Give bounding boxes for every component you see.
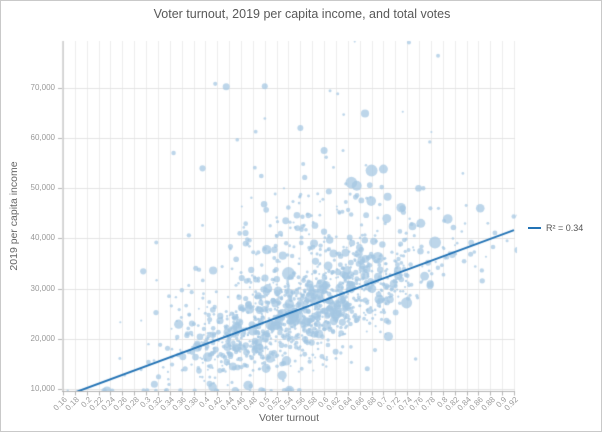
y-tick-label: 10,000 bbox=[30, 383, 55, 393]
chart-title: Voter turnout, 2019 per capita income, a… bbox=[153, 7, 451, 21]
y-tick-label: 30,000 bbox=[30, 283, 55, 293]
y-tick-label: 50,000 bbox=[30, 183, 55, 193]
x-axis-label: Voter turnout bbox=[258, 412, 320, 424]
y-tick-label: 70,000 bbox=[30, 82, 55, 92]
y-tick-label: 60,000 bbox=[30, 132, 55, 142]
y-axis-label: 2019 per capita income bbox=[8, 161, 20, 271]
y-tick-label: 40,000 bbox=[30, 233, 55, 243]
trendline-legend: R² = 0.34 bbox=[528, 223, 583, 233]
y-tick-label: 20,000 bbox=[30, 333, 55, 343]
trendline-legend-label: R² = 0.34 bbox=[546, 223, 584, 233]
trendline-legend-swatch bbox=[528, 227, 541, 229]
